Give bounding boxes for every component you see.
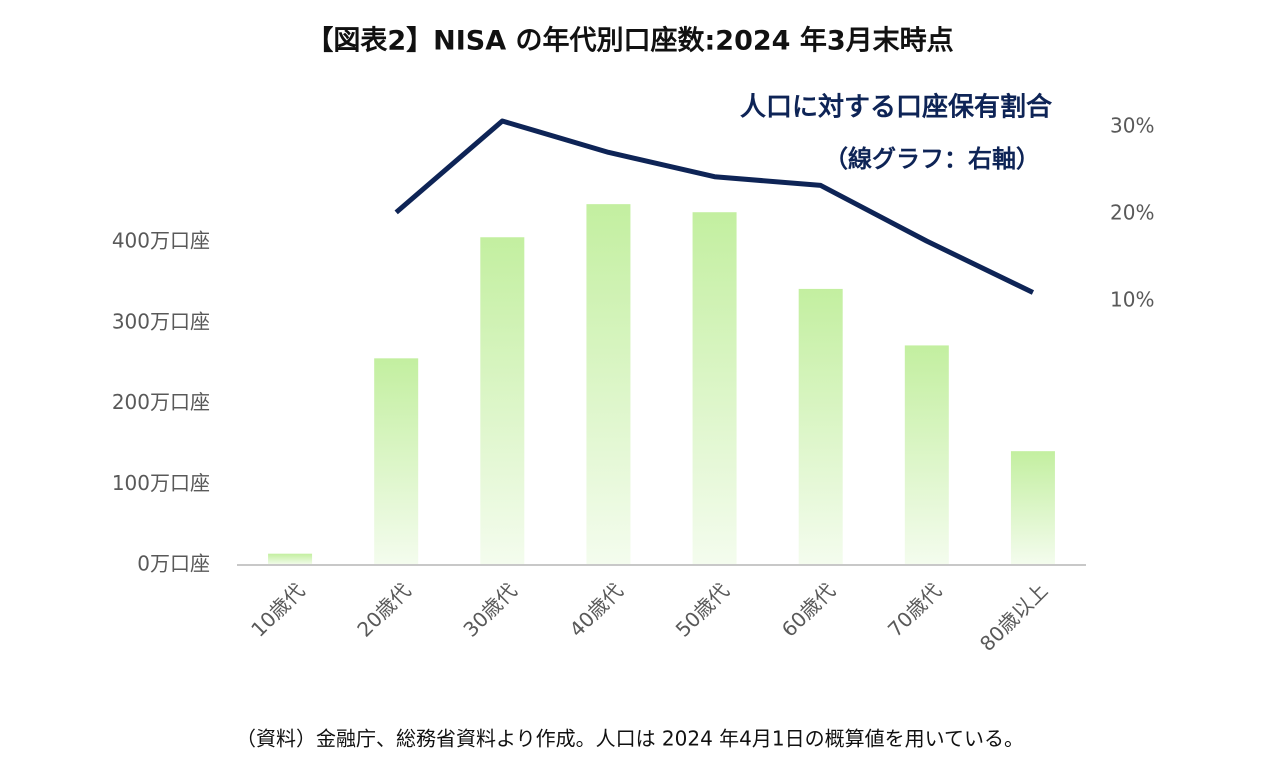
annotation: （線グラフ：右軸） — [824, 145, 1040, 173]
bar — [268, 553, 313, 565]
y2-tick-label: 20% — [1110, 201, 1154, 225]
bar — [904, 345, 949, 565]
x-tick-label: 10歳代 — [246, 578, 309, 641]
bar — [480, 237, 525, 566]
line — [394, 118, 1035, 295]
x-tick-label: 20歳代 — [352, 578, 415, 641]
source-note: （資料）金融庁、総務省資料より作成。人口は 2024 年4月1日の概算値を用いて… — [236, 727, 1024, 751]
x-tick-label: 30歳代 — [458, 578, 521, 641]
bar — [798, 288, 843, 565]
y2-tick-label: 10% — [1110, 288, 1154, 312]
x-tick-label: 40歳代 — [565, 578, 628, 641]
x-tick-label: 60歳代 — [777, 578, 840, 641]
bar — [374, 358, 419, 565]
y-tick-label: 200万口座 — [112, 390, 210, 414]
x-tick-label: 50歳代 — [671, 578, 734, 641]
chart-title: 【図表2】NISA の年代別口座数:2024 年3月末時点 — [306, 25, 953, 57]
y-tick-label: 100万口座 — [112, 471, 210, 495]
y2-tick-label: 30% — [1110, 114, 1154, 138]
bar — [1010, 451, 1055, 565]
x-tick-label: 70歳代 — [883, 578, 946, 641]
y-tick-label: 0万口座 — [137, 552, 210, 576]
y-tick-label: 400万口座 — [112, 229, 210, 253]
bar — [586, 204, 631, 565]
x-tick-label: 80歳以上 — [975, 578, 1052, 655]
legend-label: 人口に対する口座保有割合 — [740, 92, 1053, 123]
y-tick-label: 300万口座 — [112, 309, 210, 333]
bar — [692, 212, 737, 566]
